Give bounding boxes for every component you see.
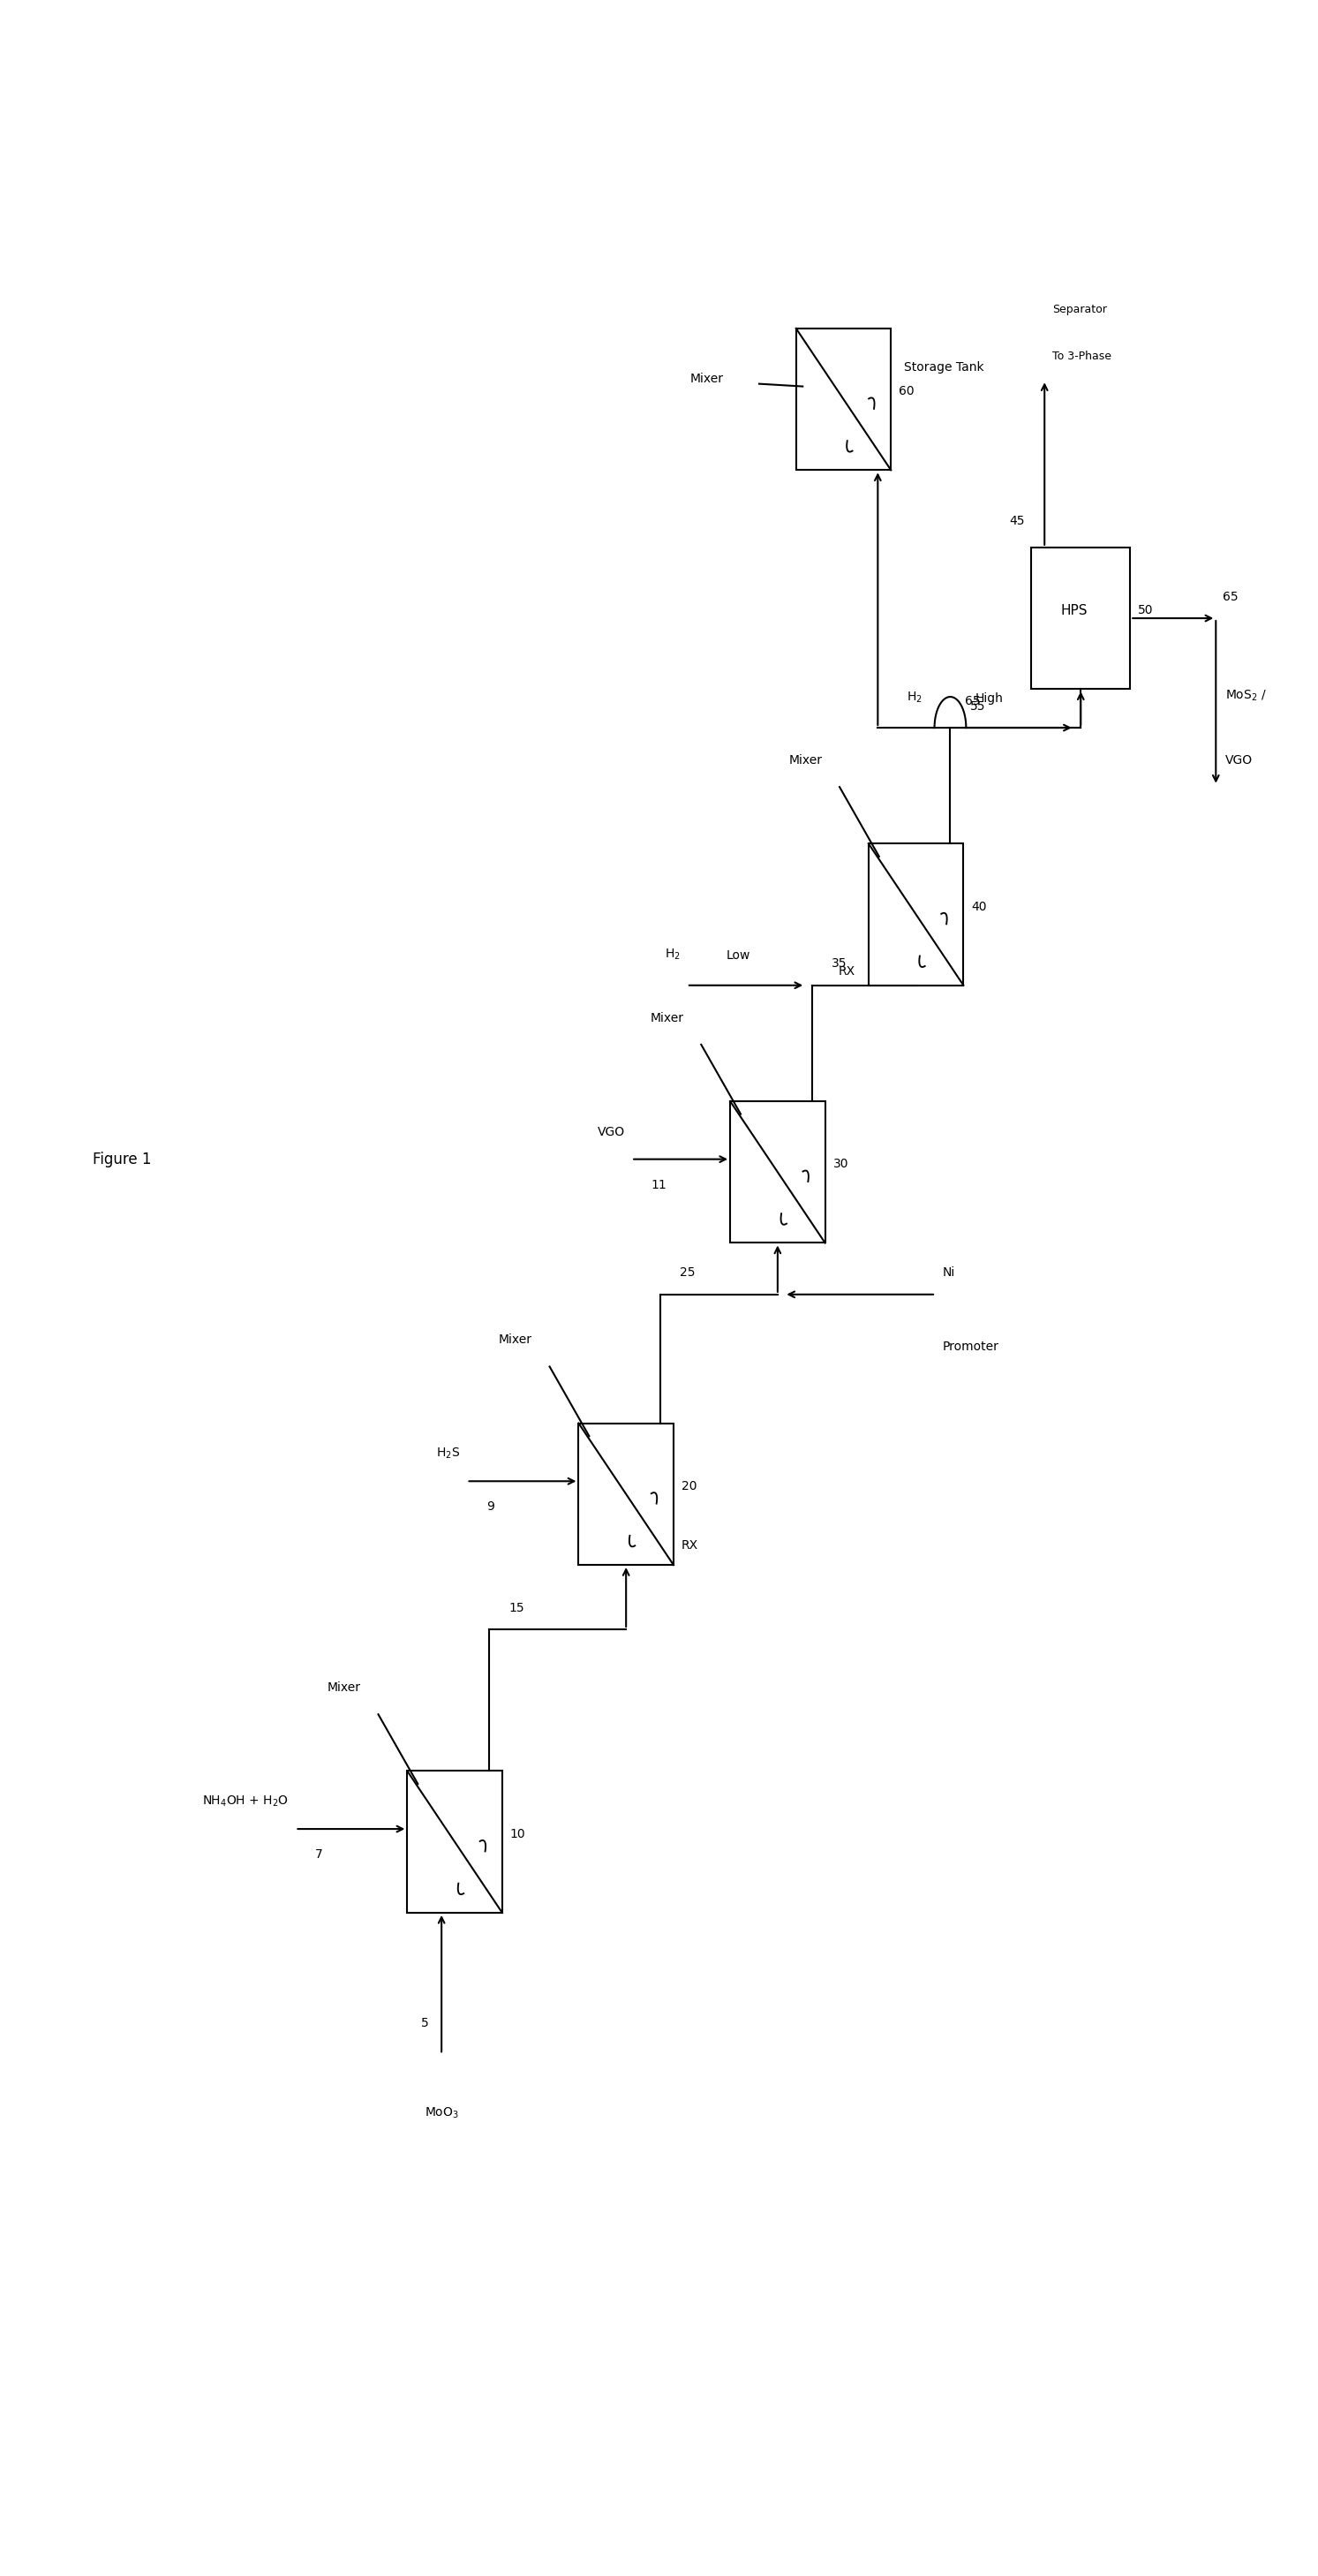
Bar [407,1772,502,1911]
Text: 40: 40 [971,902,987,912]
Bar [730,1100,825,1242]
Text: 20: 20 [681,1481,697,1492]
Text: 5: 5 [420,2017,428,2030]
Text: Storage Tank: Storage Tank [904,361,985,374]
Text: 45: 45 [1010,515,1024,526]
Text: Promoter: Promoter [942,1340,999,1352]
Text: 65: 65 [1222,590,1238,603]
Text: Mixer: Mixer [327,1682,361,1695]
Text: MoS$_2$ /: MoS$_2$ / [1224,688,1267,703]
Text: 25: 25 [680,1267,696,1278]
Text: 7: 7 [315,1850,323,1860]
Text: NH$_4$OH + H$_2$O: NH$_4$OH + H$_2$O [202,1793,289,1808]
Text: Low: Low [726,951,750,961]
Text: 30: 30 [833,1159,849,1170]
Text: Mixer: Mixer [788,755,822,765]
Bar [579,1422,673,1566]
Text: 50: 50 [1137,605,1153,616]
Text: Ni: Ni [942,1267,956,1278]
Text: 55: 55 [970,701,986,711]
Text: RX: RX [838,966,855,976]
Text: 15: 15 [509,1602,525,1613]
Text: Mixer: Mixer [691,374,724,384]
Text: MoO$_3$: MoO$_3$ [424,2107,459,2120]
Bar [796,327,891,469]
Text: 11: 11 [651,1180,667,1190]
Bar [1031,546,1130,688]
Text: High: High [975,693,1003,703]
Text: Separator: Separator [1052,304,1107,314]
Text: 65: 65 [965,696,981,706]
Text: 35: 35 [832,958,847,969]
Text: VGO: VGO [1224,755,1252,765]
Text: RX: RX [681,1540,699,1551]
Text: VGO: VGO [597,1126,625,1139]
Text: To 3-Phase: To 3-Phase [1052,350,1111,363]
Text: HPS: HPS [1061,603,1087,618]
Text: H$_2$S: H$_2$S [436,1445,460,1461]
Text: 10: 10 [510,1829,526,1839]
Bar [869,842,963,984]
Text: 9: 9 [486,1502,494,1512]
Text: Mixer: Mixer [498,1334,532,1345]
Text: 60: 60 [899,386,915,397]
Text: H$_2$: H$_2$ [664,948,680,961]
Text: Mixer: Mixer [650,1012,684,1023]
Text: H$_2$: H$_2$ [907,690,923,703]
Text: Figure 1: Figure 1 [92,1151,152,1167]
